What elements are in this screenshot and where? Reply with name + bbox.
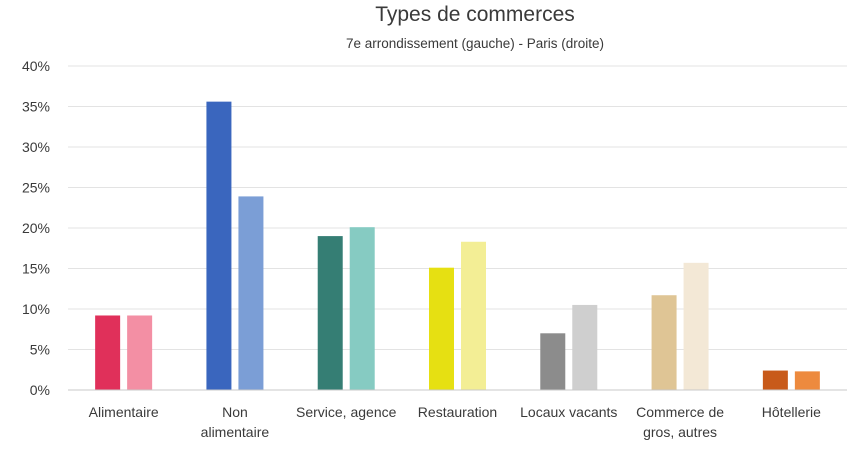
x-category-label: Hôtellerie: [762, 404, 821, 420]
chart-subtitle: 7e arrondissement (gauche) - Paris (droi…: [346, 36, 604, 51]
bar-paris: [572, 304, 598, 390]
y-tick-label: 5%: [30, 342, 50, 358]
bar-7e: [429, 267, 454, 390]
bar-7e: [762, 370, 788, 390]
y-tick-label: 10%: [22, 301, 50, 317]
y-tick-label: 30%: [22, 139, 50, 155]
bar-7e: [206, 101, 232, 390]
x-axis-labels: Alimentaire Non alimentaire Service, agence…: [89, 404, 822, 440]
chart-title: Types de commerces: [375, 3, 575, 26]
x-category-label: Locaux vacants: [520, 404, 617, 420]
bar-paris: [238, 196, 264, 390]
x-category-label: alimentaire: [201, 424, 270, 440]
y-tick-label: 0%: [30, 382, 50, 398]
x-category-label: Restauration: [418, 404, 497, 420]
y-axis-ticks: 0% 5% 10% 15% 20% 25% 30% 35% 40%: [22, 58, 50, 398]
bar-paris: [461, 241, 486, 390]
bar-paris: [683, 262, 709, 390]
bar-paris: [127, 315, 153, 390]
bars: [95, 101, 820, 390]
y-tick-label: 25%: [22, 180, 50, 196]
bar-7e: [317, 236, 343, 390]
bar-7e: [651, 295, 677, 390]
y-tick-label: 20%: [22, 220, 50, 236]
y-tick-label: 15%: [22, 261, 50, 277]
x-category-label: Alimentaire: [89, 404, 159, 420]
gridlines: [68, 65, 847, 350]
x-category-label: gros, autres: [643, 424, 717, 440]
bar-7e: [540, 333, 566, 390]
y-tick-label: 40%: [22, 58, 50, 74]
y-tick-label: 35%: [22, 99, 50, 115]
x-category-label: Commerce de: [636, 404, 724, 420]
bar-paris: [794, 371, 820, 390]
x-category-label: Service, agence: [296, 404, 397, 420]
bar-paris: [349, 227, 375, 390]
bar-7e: [95, 315, 121, 390]
x-category-label: Non: [222, 404, 248, 420]
